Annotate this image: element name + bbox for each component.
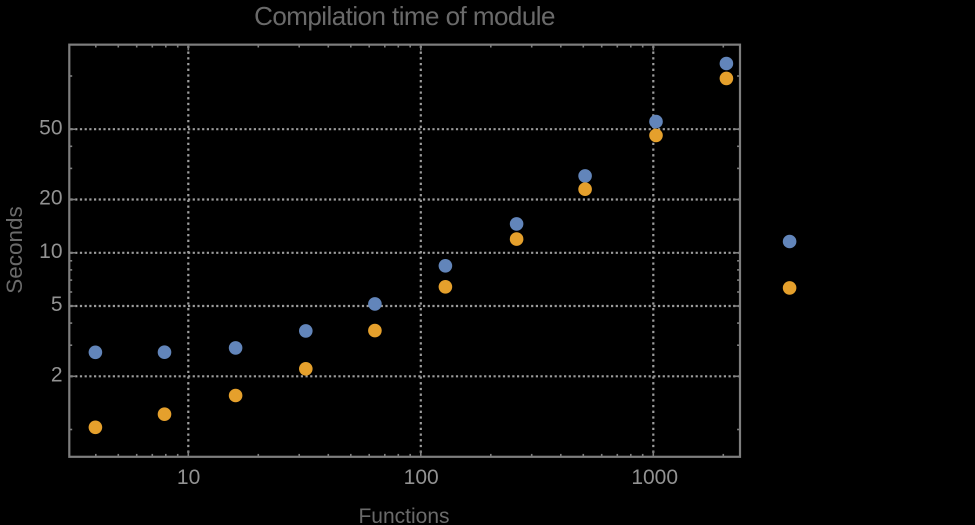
svg-text:10: 10 <box>177 466 200 489</box>
svg-text:5: 5 <box>51 293 63 316</box>
svg-text:Functions: Functions <box>358 505 449 525</box>
svg-text:2: 2 <box>51 363 63 386</box>
svg-text:Seconds: Seconds <box>2 206 27 294</box>
svg-text:1000: 1000 <box>631 466 678 489</box>
svg-text:Compilation time of module: Compilation time of module <box>254 1 555 31</box>
svg-text:10: 10 <box>39 240 62 263</box>
svg-text:50: 50 <box>39 116 62 139</box>
svg-text:20: 20 <box>39 187 62 210</box>
svg-text:100: 100 <box>404 466 439 489</box>
